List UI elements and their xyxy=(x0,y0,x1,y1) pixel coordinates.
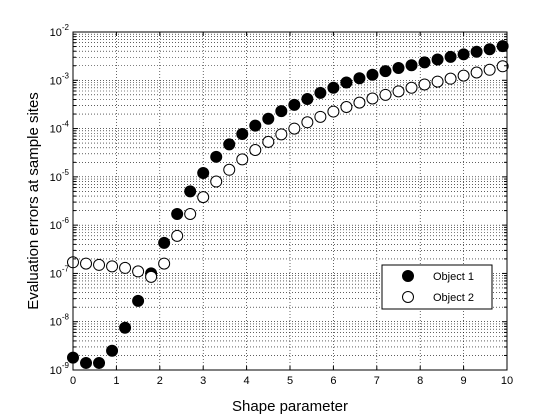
data-series xyxy=(67,40,509,369)
data-point xyxy=(496,60,509,73)
y-tick-label: 10-8 xyxy=(50,313,70,329)
data-point xyxy=(366,68,379,81)
data-point xyxy=(145,270,158,283)
data-point xyxy=(444,50,457,63)
data-point xyxy=(236,128,249,141)
data-point xyxy=(483,63,496,76)
data-point xyxy=(262,135,275,148)
data-point xyxy=(314,86,327,99)
y-tick-label: 10-6 xyxy=(50,216,70,232)
data-point xyxy=(184,185,197,198)
data-point xyxy=(340,76,353,89)
y-tick-label: 10-3 xyxy=(50,71,70,87)
data-point xyxy=(132,265,145,278)
data-point xyxy=(327,81,340,94)
data-point xyxy=(210,150,223,163)
data-point xyxy=(106,260,119,273)
data-point xyxy=(288,98,301,111)
data-point xyxy=(197,191,210,204)
data-point xyxy=(288,122,301,135)
y-tick-label: 10-2 xyxy=(50,23,70,39)
data-point xyxy=(392,61,405,74)
data-point xyxy=(171,208,184,221)
data-point xyxy=(405,59,418,72)
data-point xyxy=(132,294,145,307)
data-point xyxy=(158,236,171,249)
data-point xyxy=(210,175,223,188)
data-point xyxy=(353,72,366,85)
data-point xyxy=(444,72,457,85)
data-point xyxy=(457,69,470,82)
x-tick-label: 5 xyxy=(287,375,293,387)
x-axis-label: Shape parameter xyxy=(232,398,348,415)
x-tick-label: 8 xyxy=(417,375,423,387)
data-point xyxy=(301,116,314,129)
y-tick-label: 10-7 xyxy=(50,264,70,280)
data-point xyxy=(262,112,275,125)
x-tick-label: 3 xyxy=(200,375,206,387)
y-tick-label: 10-9 xyxy=(50,361,70,377)
grid xyxy=(73,32,507,370)
data-point xyxy=(405,81,418,94)
data-point xyxy=(431,75,444,88)
data-point xyxy=(249,143,262,156)
axis-ticks: 0 1 2 3 4 5 6 7 8 9 10 10-9 10-8 10-7 10-6 10-5 10-4 10-3… xyxy=(50,23,514,387)
data-point xyxy=(93,356,106,369)
data-point xyxy=(353,96,366,109)
legend-marker-object-2 xyxy=(402,291,414,303)
y-axis-label: Evaluation errors at sample sites xyxy=(25,92,42,310)
data-point xyxy=(106,344,119,357)
x-tick-label: 4 xyxy=(244,375,250,387)
data-point xyxy=(93,258,106,271)
series-1 xyxy=(67,40,509,369)
data-point xyxy=(223,163,236,176)
x-tick-label: 10 xyxy=(501,375,513,387)
data-point xyxy=(275,128,288,141)
y-tick-label: 10-4 xyxy=(50,120,70,136)
x-tick-label: 1 xyxy=(113,375,119,387)
data-point xyxy=(158,257,171,270)
data-point xyxy=(314,110,327,123)
data-point xyxy=(366,92,379,105)
data-point xyxy=(119,321,132,334)
x-tick-label: 9 xyxy=(461,375,467,387)
legend: Object 1 Object 2 xyxy=(381,264,493,310)
data-point xyxy=(457,48,470,61)
data-point xyxy=(119,261,132,274)
legend-marker-object-1 xyxy=(402,270,414,282)
data-point xyxy=(470,66,483,79)
data-point xyxy=(379,65,392,78)
data-point xyxy=(171,229,184,242)
y-tick-label: 10-5 xyxy=(50,168,70,184)
data-point xyxy=(496,40,509,53)
data-point xyxy=(80,257,93,270)
data-point xyxy=(340,100,353,113)
data-point xyxy=(470,45,483,58)
data-point xyxy=(431,53,444,66)
data-point xyxy=(184,208,197,221)
x-tick-label: 6 xyxy=(330,375,336,387)
data-point xyxy=(249,119,262,132)
legend-label-object-2: Object 2 xyxy=(433,292,474,304)
data-point xyxy=(236,153,249,166)
data-point xyxy=(327,105,340,118)
data-point xyxy=(223,138,236,151)
data-point xyxy=(418,78,431,91)
data-point xyxy=(301,92,314,105)
data-point xyxy=(197,167,210,180)
x-tick-label: 0 xyxy=(70,375,76,387)
data-point xyxy=(379,88,392,101)
series-2 xyxy=(67,60,509,283)
legend-box xyxy=(381,264,493,310)
legend-label-object-1: Object 1 xyxy=(433,271,474,283)
data-point xyxy=(275,105,288,118)
data-point xyxy=(392,85,405,98)
data-point xyxy=(80,356,93,369)
data-point xyxy=(483,43,496,56)
x-tick-label: 7 xyxy=(374,375,380,387)
x-tick-label: 2 xyxy=(157,375,163,387)
data-point xyxy=(418,56,431,69)
